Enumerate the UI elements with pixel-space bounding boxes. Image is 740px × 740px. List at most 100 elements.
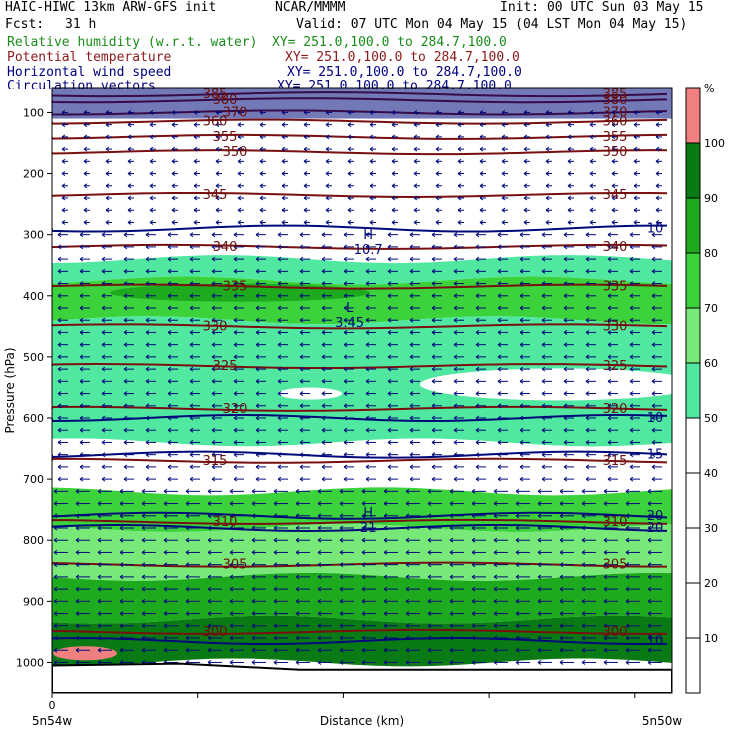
wind-vector-head xyxy=(611,158,616,164)
wind-vector-head xyxy=(145,391,150,396)
colorbar-swatch xyxy=(686,583,700,638)
wind-vector-head xyxy=(497,268,502,274)
wind-vector-head xyxy=(493,660,498,665)
wind-vector-head xyxy=(53,488,58,494)
wind-vector-head xyxy=(317,598,322,604)
wind-vector-head xyxy=(189,403,194,409)
wind-vector-head xyxy=(563,256,568,262)
wind-vector-head xyxy=(563,317,568,323)
wind-vector-head xyxy=(339,525,344,531)
wind-vector-head xyxy=(207,647,212,653)
wind-vector-head xyxy=(185,635,190,641)
wind-vector-head xyxy=(625,574,630,580)
wind-vector-head xyxy=(563,366,568,372)
wind-vector-head xyxy=(365,464,370,470)
wind-vector-head xyxy=(581,562,586,568)
wind-vector-head xyxy=(431,232,436,238)
wind-vector-head xyxy=(387,317,392,323)
wind-vector-head xyxy=(101,378,106,384)
wind-vector-head xyxy=(647,562,652,568)
wind-vector-head xyxy=(123,317,128,323)
wind-vector-head xyxy=(475,293,480,299)
wind-vector-head xyxy=(53,562,58,568)
wind-contour-label: 20 xyxy=(647,509,664,524)
wind-vector-head xyxy=(343,244,348,250)
wind-vector-head xyxy=(655,171,660,176)
wind-vector-head xyxy=(365,281,370,286)
y-tick-label: 800 xyxy=(23,534,44,547)
wind-vector-head xyxy=(655,146,660,152)
wind-vector-head xyxy=(57,342,62,348)
wind-vector-head xyxy=(387,268,392,274)
isentrope-label: 380 xyxy=(603,93,628,108)
wind-vector-head xyxy=(211,391,216,396)
wind-vector-head xyxy=(581,488,586,494)
wind-vector-head xyxy=(471,574,476,580)
wind-vector-head xyxy=(567,220,572,225)
wind-vector-head xyxy=(233,281,238,286)
wind-vector-head xyxy=(537,537,542,543)
wind-vector-head xyxy=(163,647,168,653)
wind-vector-head xyxy=(585,440,590,445)
wind-vector-head xyxy=(607,378,612,384)
wind-vector-head xyxy=(449,586,454,592)
wind-vector-head xyxy=(61,220,66,225)
wind-vector-head xyxy=(343,342,348,348)
wind-vector-head xyxy=(149,110,154,115)
wind-vector-head xyxy=(237,122,242,128)
wind-vector-head xyxy=(141,611,146,616)
wind-vector-head xyxy=(215,146,220,152)
wind-vector-head xyxy=(255,415,260,421)
wind-vector-head xyxy=(75,586,80,592)
wind-vector-head xyxy=(585,378,590,384)
isentrope-label: 300 xyxy=(203,625,228,640)
wind-vector-head xyxy=(449,525,454,531)
wind-vector-head xyxy=(207,513,212,519)
wind-vector-head xyxy=(449,537,454,543)
wind-vector-head xyxy=(563,354,568,360)
wind-vector-head xyxy=(541,293,546,299)
wind-vector-head xyxy=(75,574,80,580)
wind-vector-head xyxy=(383,488,388,494)
wind-vector-head xyxy=(299,378,304,384)
wind-vector-head xyxy=(585,464,590,470)
wind-vector-head xyxy=(427,598,432,604)
wind-vector-head xyxy=(409,427,414,433)
wind-vector-head xyxy=(299,427,304,433)
wind-vector-head xyxy=(471,525,476,531)
valid-time: Valid: 07 UTC Mon 04 May 15 (04 LST Mon … xyxy=(296,17,688,32)
wind-vector-head xyxy=(453,415,458,421)
wind-vector-head xyxy=(475,317,480,323)
wind-contour-label: 20 xyxy=(647,521,664,536)
wind-vector-head xyxy=(603,647,608,653)
wind-vector-head xyxy=(277,293,282,299)
wind-vector-head xyxy=(625,537,630,543)
wind-vector-head xyxy=(409,330,414,335)
wind-vector-head xyxy=(453,440,458,445)
wind-vector-head xyxy=(383,574,388,580)
wind-vector-head xyxy=(229,598,234,604)
wind-vector-head xyxy=(391,183,396,189)
wind-vector-head xyxy=(545,146,550,152)
wind-vector-head xyxy=(273,574,278,580)
extremum-letter: L xyxy=(346,301,354,316)
field-rh-xy: XY= 251.0,100.0 to 284.7,100.0 xyxy=(272,35,507,50)
wind-vector-head xyxy=(559,513,564,519)
wind-vector-head xyxy=(625,611,630,616)
wind-vector-head xyxy=(149,171,154,176)
wind-vector-head xyxy=(409,354,414,360)
wind-vector-head xyxy=(171,207,176,213)
colorbar-swatch xyxy=(686,363,700,418)
wind-vector-head xyxy=(369,134,374,140)
wind-vector-head xyxy=(79,391,84,396)
wind-vector-head xyxy=(123,403,128,409)
wind-vector-head xyxy=(387,452,392,458)
wind-vector-head xyxy=(449,598,454,604)
wind-vector-head xyxy=(101,317,106,323)
wind-vector-head xyxy=(185,513,190,519)
wind-vector-head xyxy=(167,342,172,348)
wind-vector-head xyxy=(347,110,352,115)
wind-vector-head xyxy=(295,488,300,494)
wind-vector-head xyxy=(391,171,396,176)
wind-vector-head xyxy=(501,122,506,128)
